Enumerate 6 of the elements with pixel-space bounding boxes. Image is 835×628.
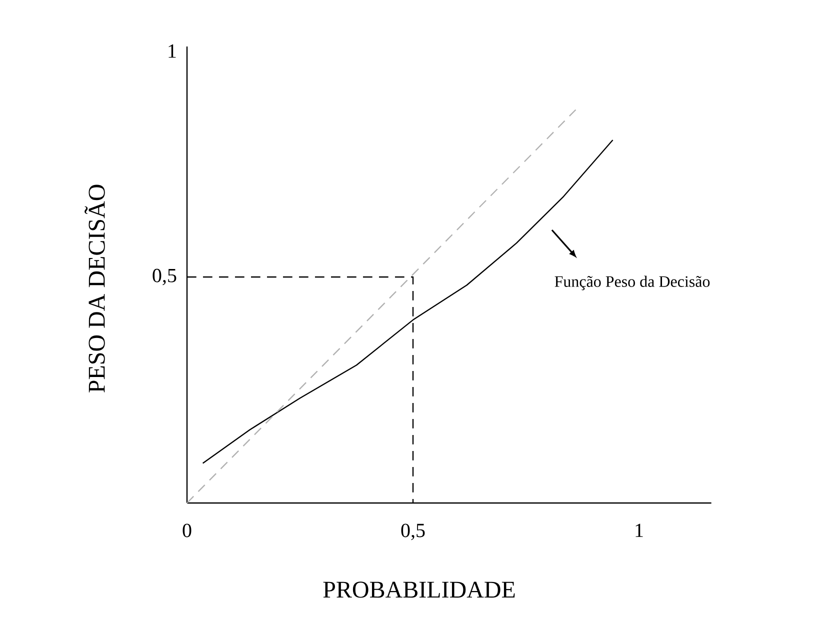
y-axis-title: PESO DA DECISÃO [84, 184, 105, 392]
annotation: Função Peso da Decisão [554, 276, 710, 290]
x-tick-label: 1 [636, 524, 643, 537]
x-tick-label: 0 [182, 524, 192, 538]
x-tick-label: 0,5 [401, 524, 425, 540]
x-axis-title: PROBABILIDADE [323, 582, 515, 598]
